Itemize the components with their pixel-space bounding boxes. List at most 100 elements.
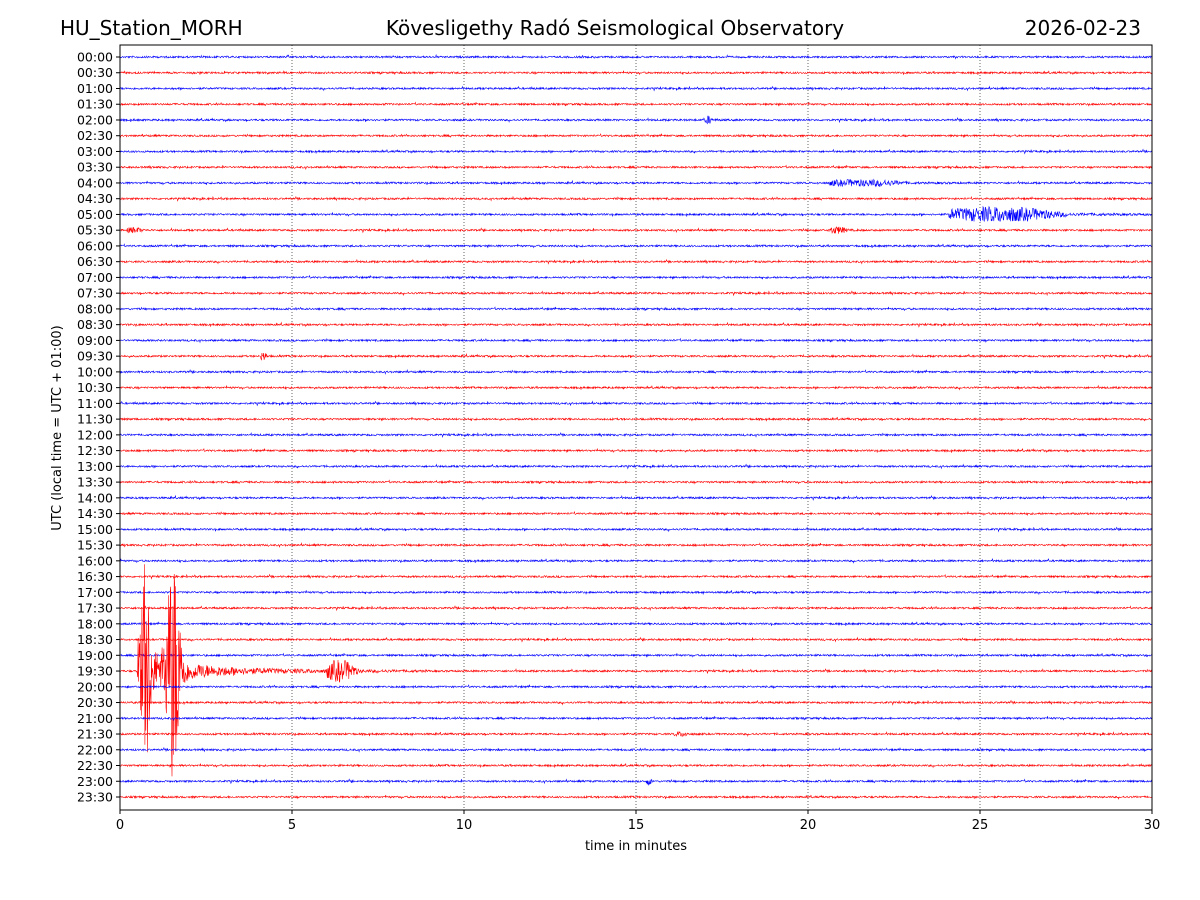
trace-row-0030 <box>119 70 1153 76</box>
y-tick-label: 22:00 <box>77 742 113 757</box>
y-tick-label: 02:00 <box>77 112 113 127</box>
y-tick-label: 05:00 <box>77 207 113 222</box>
x-tick-label: 20 <box>800 818 817 833</box>
y-tick-label: 11:00 <box>77 396 113 411</box>
x-tick-label: 5 <box>288 818 296 833</box>
y-tick-label: 14:00 <box>77 490 113 505</box>
trace-row-1730 <box>119 605 1153 612</box>
trace-row-2000 <box>119 684 1153 690</box>
y-tick-label: 10:00 <box>77 364 113 379</box>
y-tick-label: 10:30 <box>77 380 113 395</box>
trace-row-1930 <box>119 564 1153 777</box>
trace-row-0130 <box>119 101 1153 107</box>
trace-row-0500 <box>119 205 1153 222</box>
y-tick-label: 13:30 <box>77 475 113 490</box>
observatory-title: Kövesligethy Radó Seismological Observat… <box>385 16 845 40</box>
trace-row-0600 <box>119 243 1153 249</box>
y-tick-label: 07:00 <box>77 270 113 285</box>
trace-row-0400 <box>119 178 1153 188</box>
trace-row-2200 <box>119 746 1153 753</box>
trace-row-1130 <box>119 416 1153 422</box>
trace-row-0800 <box>119 306 1153 312</box>
trace-row-2100 <box>119 715 1153 722</box>
y-tick-label: 16:30 <box>77 569 113 584</box>
trace-row-1630 <box>119 573 1153 580</box>
trace-row-1900 <box>119 652 1153 658</box>
y-tick-label: 18:30 <box>77 632 113 647</box>
y-tick-label: 23:30 <box>77 790 113 805</box>
y-tick-label: 05:30 <box>77 223 113 238</box>
trace-row-2130 <box>119 730 1153 738</box>
y-tick-label: 12:00 <box>77 427 113 442</box>
y-tick-label: 08:30 <box>77 317 113 332</box>
y-tick-label: 12:30 <box>77 443 113 458</box>
y-tick-label: 02:30 <box>77 128 113 143</box>
y-tick-label: 19:30 <box>77 664 113 679</box>
trace-row-0830 <box>119 321 1153 328</box>
y-tick-label: 15:00 <box>77 522 113 537</box>
trace-row-1800 <box>119 621 1152 627</box>
trace-row-1600 <box>119 557 1152 564</box>
trace-row-0930 <box>119 352 1153 361</box>
trace-row-2030 <box>119 699 1153 706</box>
trace-row-2330 <box>119 794 1153 800</box>
y-tick-label: 21:00 <box>77 711 113 726</box>
trace-row-0200 <box>119 115 1153 125</box>
y-tick-label: 11:30 <box>77 412 113 427</box>
y-tick-label: 09:00 <box>77 333 113 348</box>
trace-row-0630 <box>119 258 1153 265</box>
y-tick-label: 00:30 <box>77 65 113 80</box>
x-axis-label: time in minutes <box>585 839 687 854</box>
trace-row-1200 <box>120 432 1152 439</box>
y-tick-label: 04:30 <box>77 191 113 206</box>
trace-row-1530 <box>119 542 1153 548</box>
x-tick-label: 10 <box>456 818 473 833</box>
trace-row-0330 <box>119 164 1153 170</box>
trace-row-1330 <box>119 479 1153 485</box>
x-tick-label: 0 <box>116 818 124 833</box>
y-tick-label: 04:00 <box>77 175 113 190</box>
y-axis-label: UTC (local time = UTC + 01:00) <box>50 325 65 530</box>
y-tick-label: 19:00 <box>77 648 113 663</box>
trace-row-1100 <box>119 400 1152 407</box>
date-title: 2026-02-23 <box>1024 16 1141 40</box>
trace-row-2230 <box>119 762 1153 769</box>
trace-row-1830 <box>119 636 1153 643</box>
x-tick-label: 15 <box>628 818 645 833</box>
y-tick-label: 16:00 <box>77 553 113 568</box>
y-tick-label: 06:30 <box>77 254 113 269</box>
y-tick-label: 15:30 <box>77 538 113 553</box>
y-tick-label: 03:30 <box>77 160 113 175</box>
trace-row-1430 <box>119 510 1153 517</box>
y-tick-label: 22:30 <box>77 758 113 773</box>
y-tick-label: 17:30 <box>77 601 113 616</box>
y-tick-label: 01:00 <box>77 81 113 96</box>
y-tick-label: 06:00 <box>77 238 113 253</box>
trace-row-0430 <box>119 195 1153 202</box>
y-tick-label: 13:00 <box>77 459 113 474</box>
y-tick-label: 20:00 <box>77 679 113 694</box>
y-tick-label: 17:00 <box>77 585 113 600</box>
trace-row-0900 <box>119 337 1153 344</box>
trace-row-2300 <box>119 778 1153 786</box>
x-tick-label: 25 <box>972 818 989 833</box>
trace-row-1230 <box>119 448 1153 454</box>
y-tick-label: 21:30 <box>77 727 113 742</box>
y-tick-label: 00:00 <box>77 50 113 65</box>
x-tick-label: 30 <box>1144 818 1161 833</box>
trace-row-0230 <box>119 133 1153 139</box>
y-tick-label: 23:00 <box>77 774 113 789</box>
y-tick-label: 14:30 <box>77 506 113 521</box>
y-tick-label: 08:00 <box>77 301 113 316</box>
y-tick-label: 07:30 <box>77 286 113 301</box>
trace-row-0730 <box>119 290 1153 297</box>
y-tick-label: 18:00 <box>77 616 113 631</box>
trace-row-1500 <box>119 526 1153 533</box>
trace-row-1000 <box>119 368 1153 375</box>
trace-row-0300 <box>119 148 1153 155</box>
trace-row-1400 <box>119 494 1153 501</box>
trace-row-1300 <box>119 463 1152 470</box>
y-tick-label: 03:00 <box>77 144 113 159</box>
